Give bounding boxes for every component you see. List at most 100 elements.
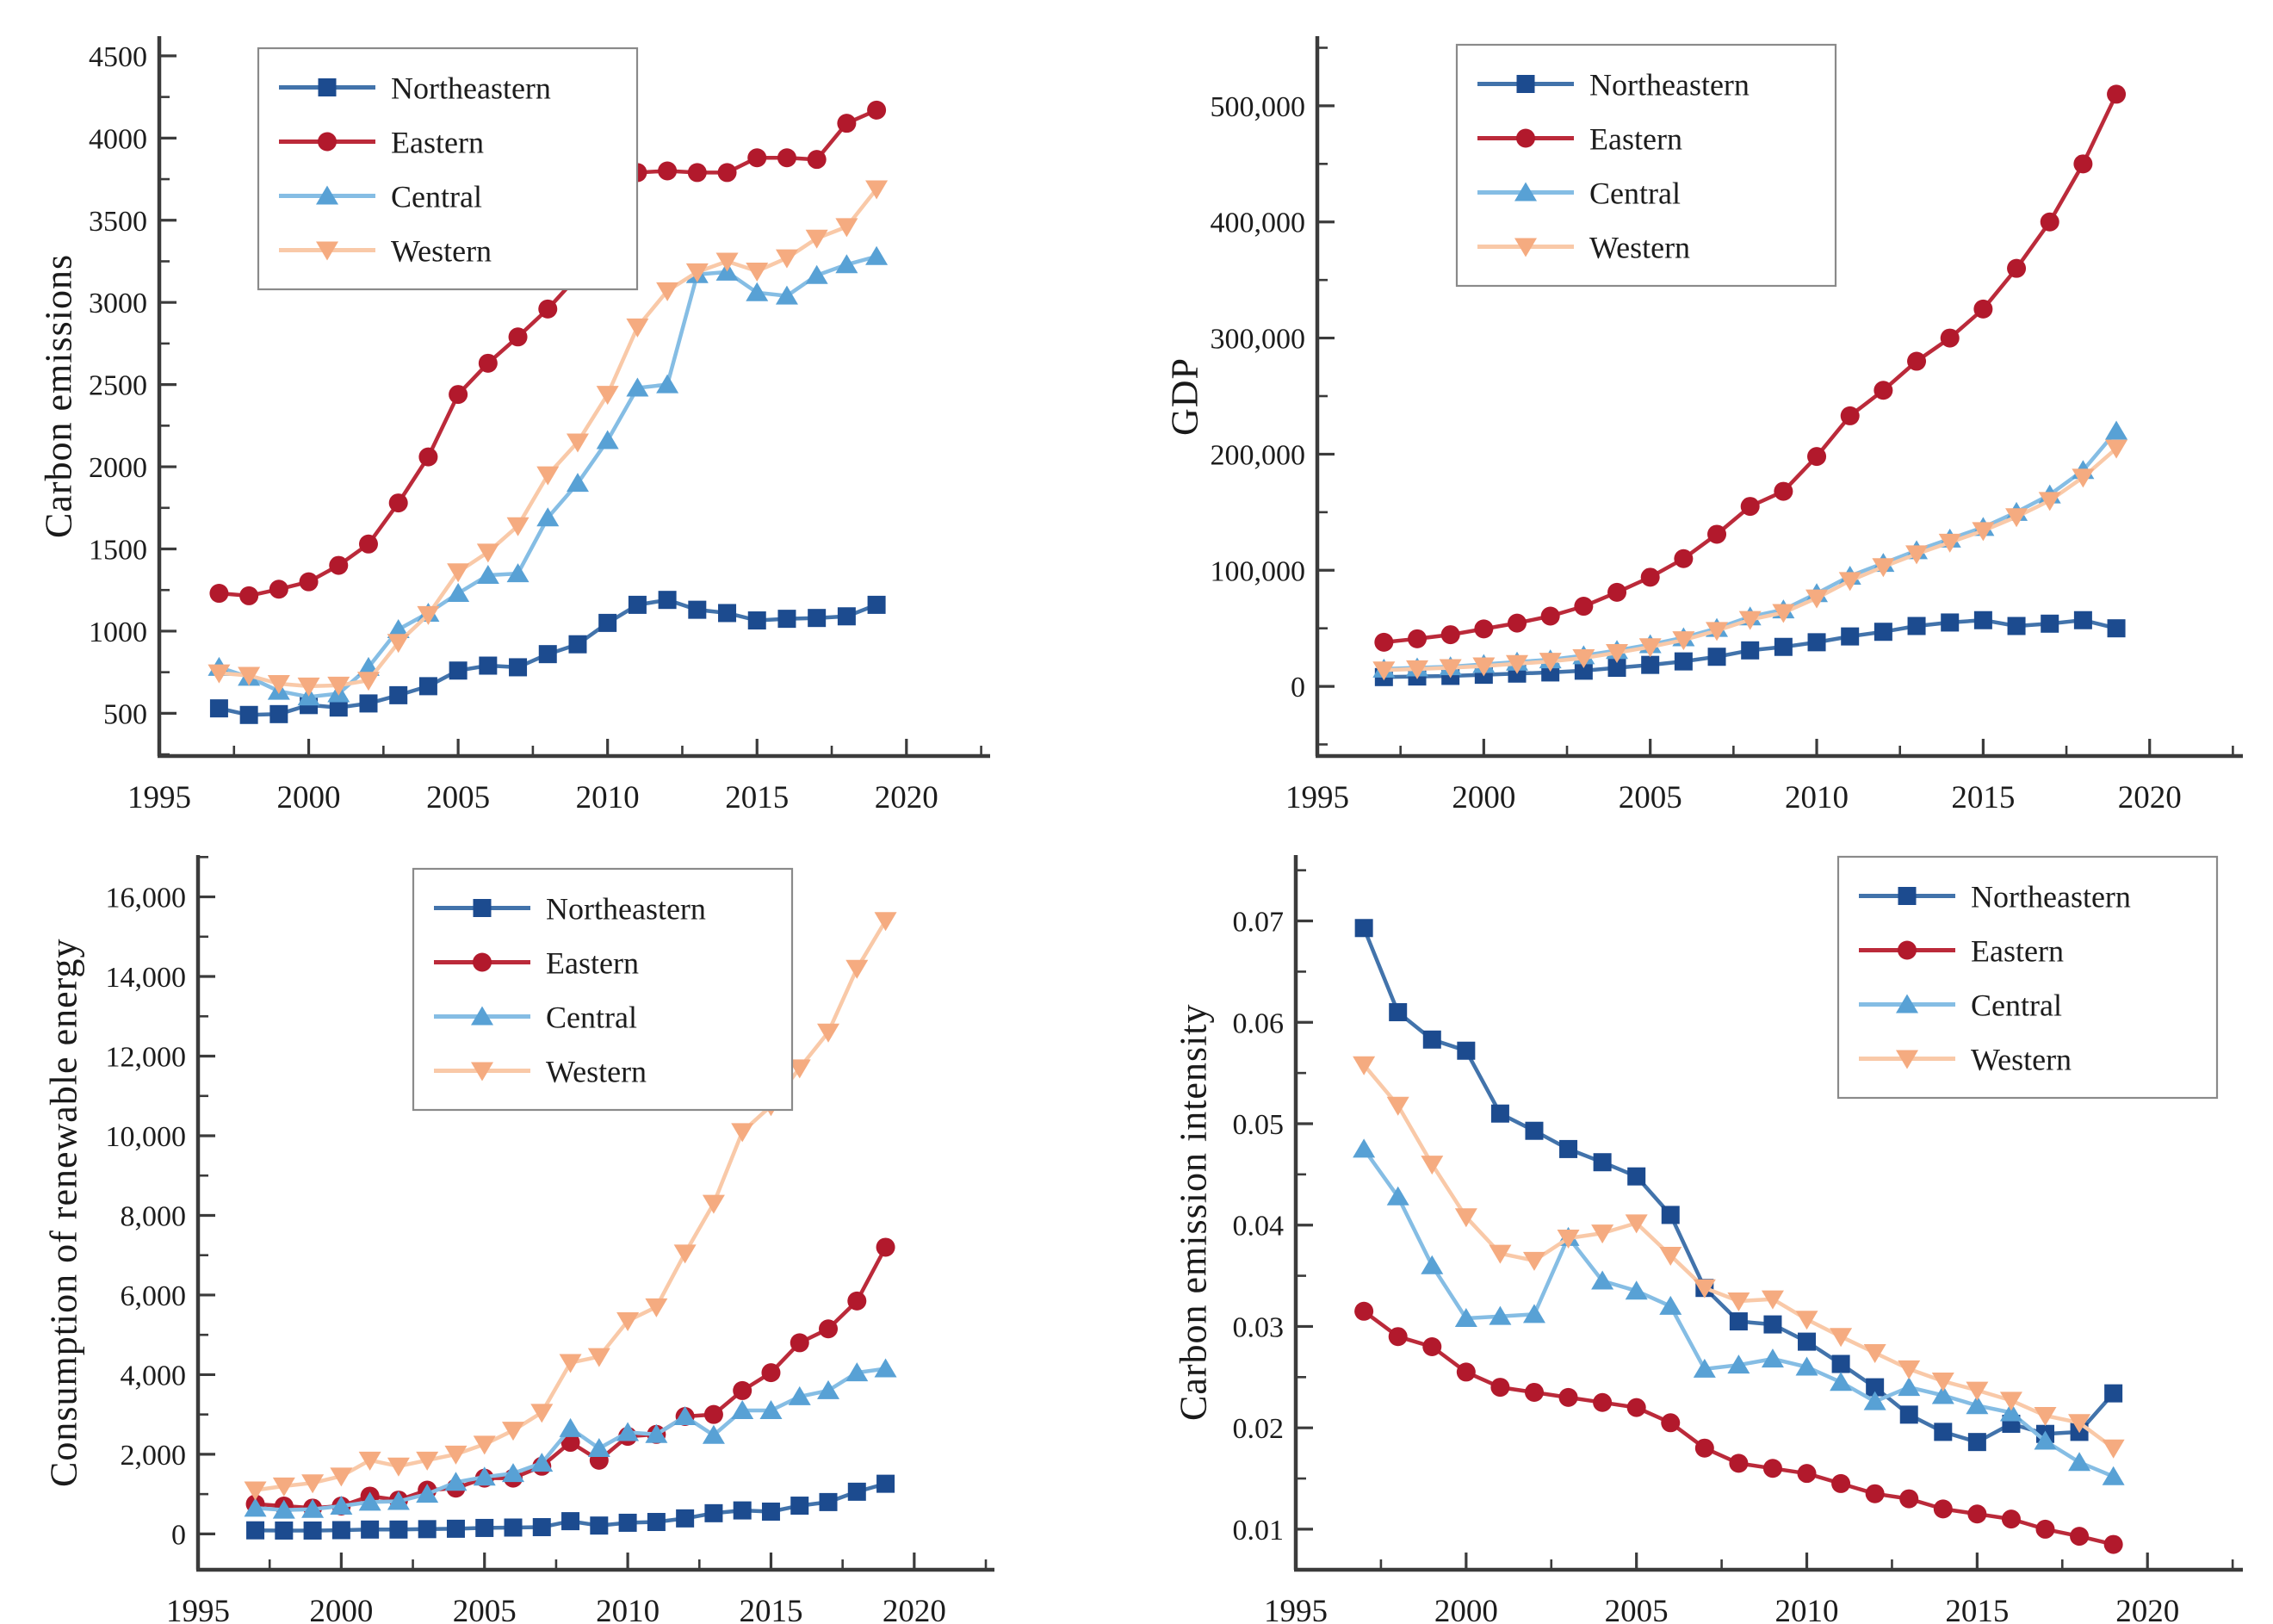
y-tick-label: 0.07 [1233,907,1285,939]
series-marker-eastern [1762,1459,1782,1478]
series-marker-western [301,1474,325,1494]
series-marker-eastern [1707,524,1727,544]
legend-label-northeastern: Northeastern [1589,68,1750,102]
series-marker-western [616,1312,640,1332]
series-marker-northeastern [733,1501,752,1520]
y-tick-label: 2000 [89,452,147,484]
series-marker-western [587,1348,610,1367]
series-marker-western [1905,545,1929,565]
x-tick-label: 2005 [1605,1594,1669,1624]
series-marker-western [1872,558,1895,578]
series-marker-western [1386,1096,1409,1116]
series-marker-northeastern [538,645,557,664]
y-tick-label: 2,000 [121,1440,187,1472]
series-marker-eastern [1874,381,1893,400]
series-marker-western [473,1435,496,1455]
series-line-western [1362,1063,2115,1450]
series-marker-central [1693,1358,1716,1378]
series-marker-central [1795,1356,1818,1376]
series-marker-northeastern [504,1518,523,1537]
series-marker-western [1557,1230,1580,1249]
series-marker-western [1672,631,1695,651]
series-marker-central [1999,1402,2022,1422]
series-marker-northeastern [2104,1384,2123,1403]
y-tick-label: 4000 [89,123,147,155]
legend-marker-eastern [1516,128,1535,148]
y-tick-label: 200,000 [1211,439,1306,471]
series-marker-northeastern [1941,613,1960,632]
series-marker-eastern [269,580,288,599]
series-marker-western [1539,653,1562,673]
series-marker-western [775,249,798,269]
series-marker-eastern [1774,481,1793,501]
series-marker-northeastern [1490,1104,1509,1123]
series-marker-central [1830,1372,1853,1392]
series-marker-northeastern [1607,659,1626,678]
series-marker-western [626,318,649,338]
series-marker-central [1353,1138,1376,1158]
series-line-central [1384,430,2118,672]
x-tick-label: 1995 [1285,780,1349,812]
x-tick-label: 2020 [2115,1594,2179,1624]
series-marker-northeastern [2073,611,2092,629]
series-marker-northeastern [676,1509,695,1528]
series-marker-eastern [1967,1504,1987,1524]
series-marker-northeastern [331,1521,350,1540]
series-marker-northeastern [449,661,468,680]
series-marker-northeastern [561,1512,580,1531]
series-marker-northeastern [867,595,886,614]
series-marker-western [685,263,709,282]
series-marker-northeastern [628,595,647,614]
series-marker-northeastern [509,658,528,677]
series-marker-eastern [819,1319,839,1339]
series-marker-eastern [658,161,678,181]
y-tick-label: 0 [171,1519,186,1551]
legend-marker-eastern [318,132,337,152]
series-marker-eastern [2035,1519,2055,1539]
series-marker-central [775,285,798,305]
series-marker-northeastern [761,1502,780,1521]
legend-label-central: Central [1589,177,1681,211]
series-marker-eastern [1354,1301,1374,1321]
y-tick-label: 1500 [89,535,147,567]
series-marker-western [1693,1279,1716,1299]
series-marker-northeastern [688,600,707,619]
series-marker-western [1454,1208,1477,1228]
series-marker-eastern [478,353,498,373]
series-marker-central [835,254,858,274]
series-marker-eastern [1626,1398,1646,1417]
y-axis-title-carbon-intensity: Carbon emission intensity [1172,1003,1215,1422]
series-marker-eastern [761,1363,781,1383]
legend-marker-northeastern [318,78,337,96]
x-tick-label: 1995 [127,780,191,812]
series-marker-eastern [1907,351,1927,371]
y-tick-label: 500 [103,698,147,730]
series-marker-western [1638,638,1662,658]
series-marker-northeastern [1798,1332,1817,1351]
series-marker-northeastern [359,694,378,713]
y-tick-label: 100,000 [1211,555,1306,587]
series-marker-central [358,1491,381,1511]
y-axis-title-renewable-energy: Consumption of renewable energy [42,938,85,1487]
series-marker-western [502,1422,525,1441]
series-marker-western [1625,1214,1648,1234]
series-marker-central [566,473,589,493]
legend-label-eastern: Eastern [1589,122,1682,157]
series-marker-northeastern [239,705,258,724]
series-marker-eastern [2001,1509,2021,1529]
series-marker-central [596,430,619,449]
x-tick-label: 2020 [2118,780,2182,812]
y-tick-label: 0.06 [1233,1007,1285,1039]
series-marker-western [1727,1292,1750,1312]
chart-renewable-energy: 0 2,000 4,000 6,000 8,000 10,000 12,000 14,000 1… [0,812,1136,1624]
series-marker-eastern [1899,1489,1919,1509]
y-axis-title-carbon-emissions: Carbon emissions [37,253,80,539]
series-marker-eastern [1640,567,1660,587]
series-marker-western [805,229,828,249]
series-marker-eastern [1456,1362,1476,1382]
legend: Northeastern Eastern Central Western [412,867,794,1112]
series-marker-western [416,1451,439,1471]
series-marker-central [473,1466,496,1486]
series-marker-eastern [508,327,528,347]
series-marker-eastern [1933,1499,1953,1519]
